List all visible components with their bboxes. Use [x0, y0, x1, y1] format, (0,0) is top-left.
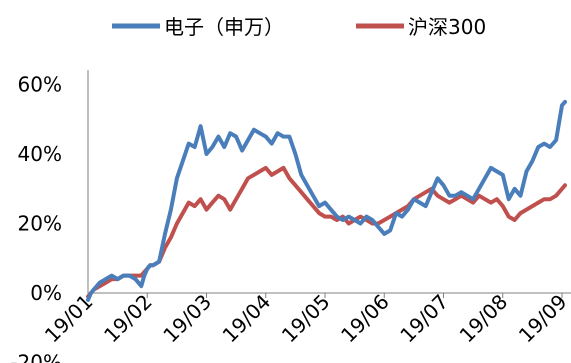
legend-label-electronics: 电子（申万） [164, 15, 284, 39]
y-tick-label: 20% [18, 212, 62, 236]
series-line-electronics [86, 99, 567, 302]
series-layer [86, 99, 567, 302]
legend-entry-electronics: 电子（申万） [112, 15, 284, 39]
x-tick-label: 19/06 [336, 290, 394, 348]
series-line-csi300 [86, 165, 567, 299]
x-tick-label: 19/07 [395, 290, 453, 348]
legend-label-csi300: 沪深300 [408, 15, 486, 39]
y-tick-label: 40% [18, 142, 62, 166]
legend-entry-csi300: 沪深300 [356, 15, 486, 39]
x-tick-label: 19/02 [99, 290, 157, 348]
x-tick-label: 19/09 [514, 290, 571, 348]
x-tick-labels: 19/01 19/02 19/03 19/04 19/05 19/06 19/07 19/08… [40, 290, 571, 348]
x-tick-label: 19/05 [277, 290, 335, 348]
y-tick-label: -20% [10, 351, 62, 363]
y-tick-labels: 60% 40% 20% 0% -20% [10, 73, 62, 363]
x-tick-label: 19/08 [455, 290, 513, 348]
x-tick-label: 19/04 [218, 290, 276, 348]
x-tick-label: 19/03 [158, 290, 216, 348]
y-tick-label: 0% [30, 281, 62, 305]
y-tick-label: 60% [18, 73, 62, 97]
legend: 电子（申万） 沪深300 [112, 15, 486, 39]
